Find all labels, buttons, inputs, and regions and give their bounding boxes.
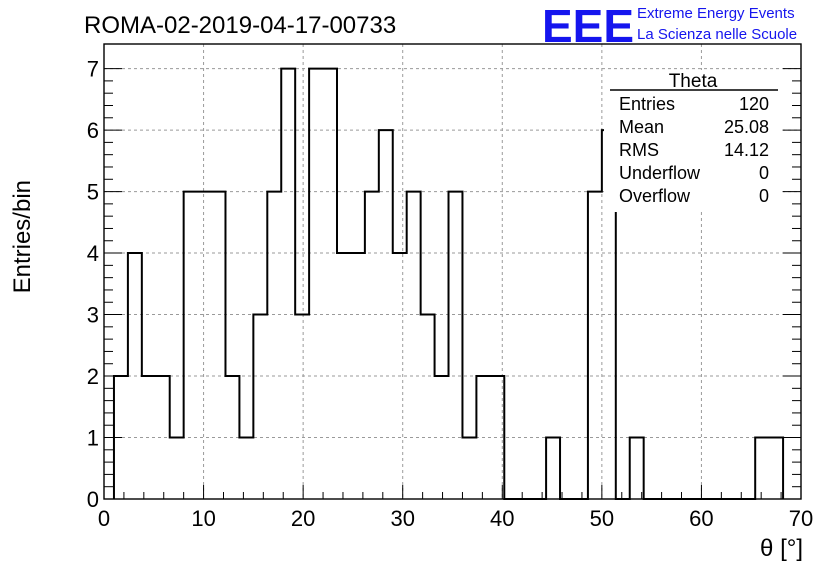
y-tick-label: 1 bbox=[87, 426, 99, 451]
logo-line-1: Extreme Energy Events bbox=[637, 5, 795, 22]
logo-line-2: La Scienza nelle Scuole bbox=[637, 26, 797, 43]
x-tick-label: 70 bbox=[789, 506, 813, 531]
x-tick-label: 40 bbox=[490, 506, 514, 531]
stats-row-label: Entries bbox=[619, 94, 675, 114]
tick-labels: 0 10 20 30 40 50 60 70 0 1 2 3 4 5 6 7 bbox=[87, 57, 813, 531]
x-tick-label: 50 bbox=[590, 506, 614, 531]
chart-title: ROMA-02-2019-04-17-00733 bbox=[84, 12, 396, 39]
x-axis-label: θ [°] bbox=[760, 535, 803, 562]
y-tick-label: 3 bbox=[87, 303, 99, 328]
stats-box-title: Theta bbox=[669, 71, 718, 92]
plot-frame bbox=[103, 43, 802, 500]
stats-row-value: 25.08 bbox=[724, 117, 769, 137]
x-tick-label: 0 bbox=[98, 506, 110, 531]
stats-row-value: 120 bbox=[739, 94, 769, 114]
stats-row-value: 14.12 bbox=[724, 140, 769, 160]
x-tick-label: 30 bbox=[390, 506, 414, 531]
histogram-series-line bbox=[112, 67, 785, 500]
eee-logo-mark: EEE bbox=[542, 0, 634, 52]
y-tick-label: 2 bbox=[87, 364, 99, 389]
y-tick-label: 7 bbox=[87, 57, 99, 82]
stats-row-label: Overflow bbox=[619, 186, 691, 206]
y-axis-label: Entries/bin bbox=[9, 180, 36, 293]
x-tick-label: 60 bbox=[689, 506, 713, 531]
stats-row-label: RMS bbox=[619, 140, 659, 160]
y-tick-label: 6 bbox=[87, 118, 99, 143]
stats-box: Theta Entries 120 Mean 25.08 RMS 14.12 Underfl… bbox=[604, 70, 780, 212]
eee-logo: EEE Extreme Energy Events La Scienza nel… bbox=[542, 0, 797, 52]
axis-ticks bbox=[103, 68, 802, 500]
x-tick-label: 20 bbox=[291, 506, 315, 531]
x-tick-label: 10 bbox=[191, 506, 215, 531]
stats-row-label: Underflow bbox=[619, 163, 701, 183]
y-tick-label: 4 bbox=[87, 241, 99, 266]
stats-row-value: 0 bbox=[759, 163, 769, 183]
stats-row-label: Mean bbox=[619, 117, 664, 137]
y-tick-label: 0 bbox=[87, 487, 99, 512]
stats-row-value: 0 bbox=[759, 186, 769, 206]
y-tick-label: 5 bbox=[87, 180, 99, 205]
